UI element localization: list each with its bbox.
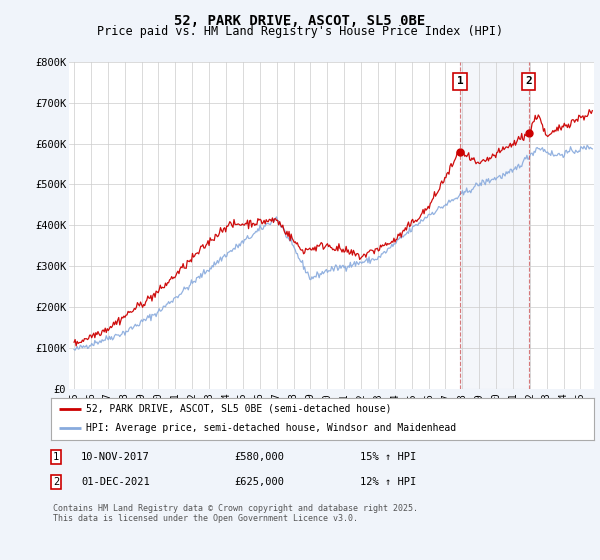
Text: HPI: Average price, semi-detached house, Windsor and Maidenhead: HPI: Average price, semi-detached house,… [86, 423, 457, 433]
Text: £580,000: £580,000 [234, 452, 284, 462]
Text: 12% ↑ HPI: 12% ↑ HPI [360, 477, 416, 487]
Text: 1: 1 [53, 452, 59, 462]
Text: 52, PARK DRIVE, ASCOT, SL5 0BE: 52, PARK DRIVE, ASCOT, SL5 0BE [175, 14, 425, 28]
Text: £625,000: £625,000 [234, 477, 284, 487]
Text: 15% ↑ HPI: 15% ↑ HPI [360, 452, 416, 462]
Bar [460, 62, 529, 389]
Text: 52, PARK DRIVE, ASCOT, SL5 0BE (semi-detached house): 52, PARK DRIVE, ASCOT, SL5 0BE (semi-det… [86, 404, 392, 414]
Text: 10-NOV-2017: 10-NOV-2017 [81, 452, 150, 462]
Text: 2: 2 [53, 477, 59, 487]
Text: 2: 2 [525, 76, 532, 86]
Text: 1: 1 [457, 76, 463, 86]
Text: Price paid vs. HM Land Registry's House Price Index (HPI): Price paid vs. HM Land Registry's House … [97, 25, 503, 38]
Text: 01-DEC-2021: 01-DEC-2021 [81, 477, 150, 487]
Text: Contains HM Land Registry data © Crown copyright and database right 2025.
This d: Contains HM Land Registry data © Crown c… [53, 504, 418, 524]
